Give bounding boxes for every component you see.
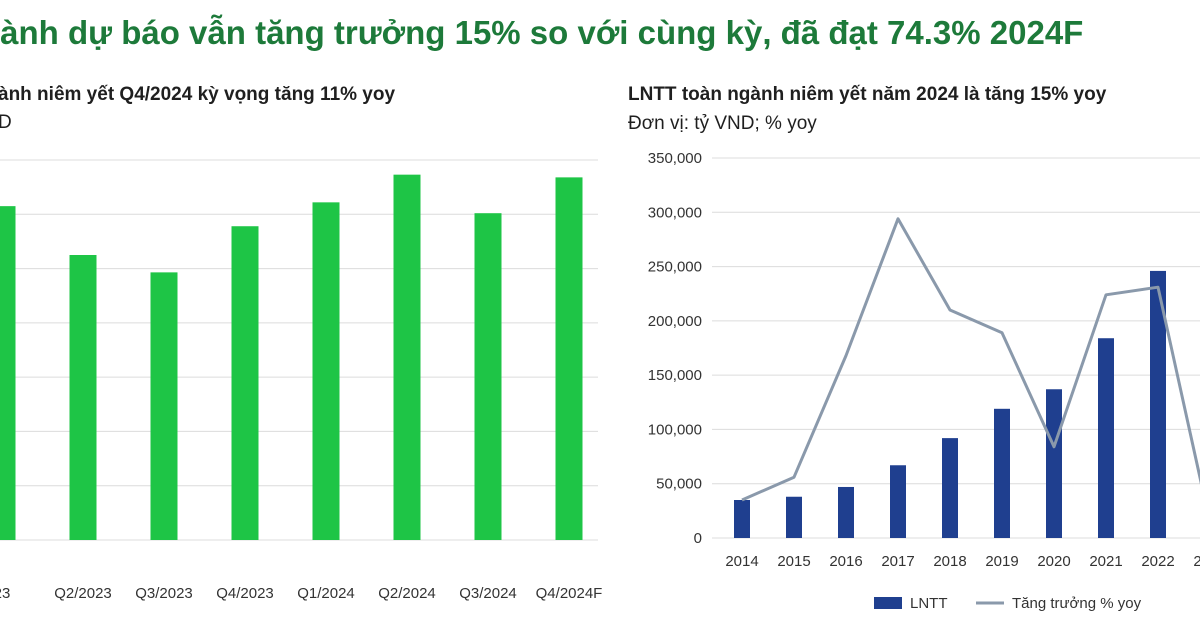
left-bar-chart: 23 Q2/2023 Q3/2023 Q4/2023 Q1/2024 Q2/2024 Q3/… (0, 159, 603, 602)
left-bar (150, 272, 178, 540)
right-y-tick-label: 300,000 (648, 204, 702, 221)
right-x-tick-label: 2019 (985, 553, 1018, 570)
right-x-tick-label: 2023 (1193, 553, 1200, 570)
right-x-tick-label: 2022 (1141, 553, 1174, 570)
page-headline: gành dự báo vẫn tăng trưởng 15% so với c… (0, 14, 1084, 51)
left-x-tick-label: Q4/2023 (216, 585, 274, 602)
right-y-tick-label: 150,000 (648, 367, 702, 384)
right-x-tick-label: 2021 (1089, 553, 1122, 570)
legend-label-lntt: LNTT (910, 595, 948, 612)
left-bar (0, 206, 16, 540)
left-x-tick-label: Q2/2023 (54, 585, 112, 602)
right-y-tick-label: 200,000 (648, 313, 702, 330)
legend-label-growth: Tăng trưởng % yoy (1012, 595, 1142, 612)
right-bar (838, 486, 854, 538)
right-bar (890, 465, 906, 538)
left-bar (555, 177, 583, 540)
left-x-tick-label: Q4/2024F (536, 585, 603, 602)
right-x-tick-label: 2016 (829, 553, 862, 570)
left-chart-unit: D (0, 112, 12, 133)
right-bar (1046, 389, 1062, 538)
left-bar (474, 213, 502, 540)
growth-line (741, 217, 1200, 502)
left-x-tick-label: Q2/2024 (378, 585, 436, 602)
left-bar (231, 226, 259, 540)
right-bar (734, 500, 750, 538)
right-bar (1098, 338, 1114, 538)
right-combo-chart: 0 50,000 100,000 150,000 200,000 250,000 300,0… (648, 150, 1200, 612)
legend-swatch-lntt (874, 597, 902, 609)
right-x-tick-label: 2015 (777, 553, 810, 570)
right-y-tick-label: 350,000 (648, 150, 702, 167)
right-x-tick-label: 2018 (933, 553, 966, 570)
right-y-tick-label: 250,000 (648, 259, 702, 276)
left-x-tick-label: Q3/2024 (459, 585, 517, 602)
left-x-tick-label: Q1/2024 (297, 585, 355, 602)
right-bar (994, 408, 1010, 538)
right-bar (786, 496, 802, 538)
right-bar (942, 438, 958, 538)
right-y-tick-label: 100,000 (648, 421, 702, 438)
left-bar (393, 174, 421, 540)
left-chart-title: ành niêm yết Q4/2024 kỳ vọng tăng 11% yo… (0, 84, 396, 105)
left-bar (312, 202, 340, 540)
right-x-tick-label: 2014 (725, 553, 758, 570)
right-x-tick-label: 2020 (1037, 553, 1070, 570)
right-y-tick-label: 0 (694, 530, 702, 547)
left-bar (69, 255, 97, 540)
left-x-tick-label: 23 (0, 585, 10, 602)
right-bar (1150, 270, 1166, 538)
right-y-tick-label: 50,000 (656, 476, 702, 493)
right-chart-title: LNTT toàn ngành niêm yết năm 2024 là tăn… (628, 84, 1107, 105)
right-x-tick-label: 2017 (881, 553, 914, 570)
left-x-tick-label: Q3/2023 (135, 585, 193, 602)
right-chart-unit: Đơn vị: tỷ VND; % yoy (628, 113, 817, 134)
